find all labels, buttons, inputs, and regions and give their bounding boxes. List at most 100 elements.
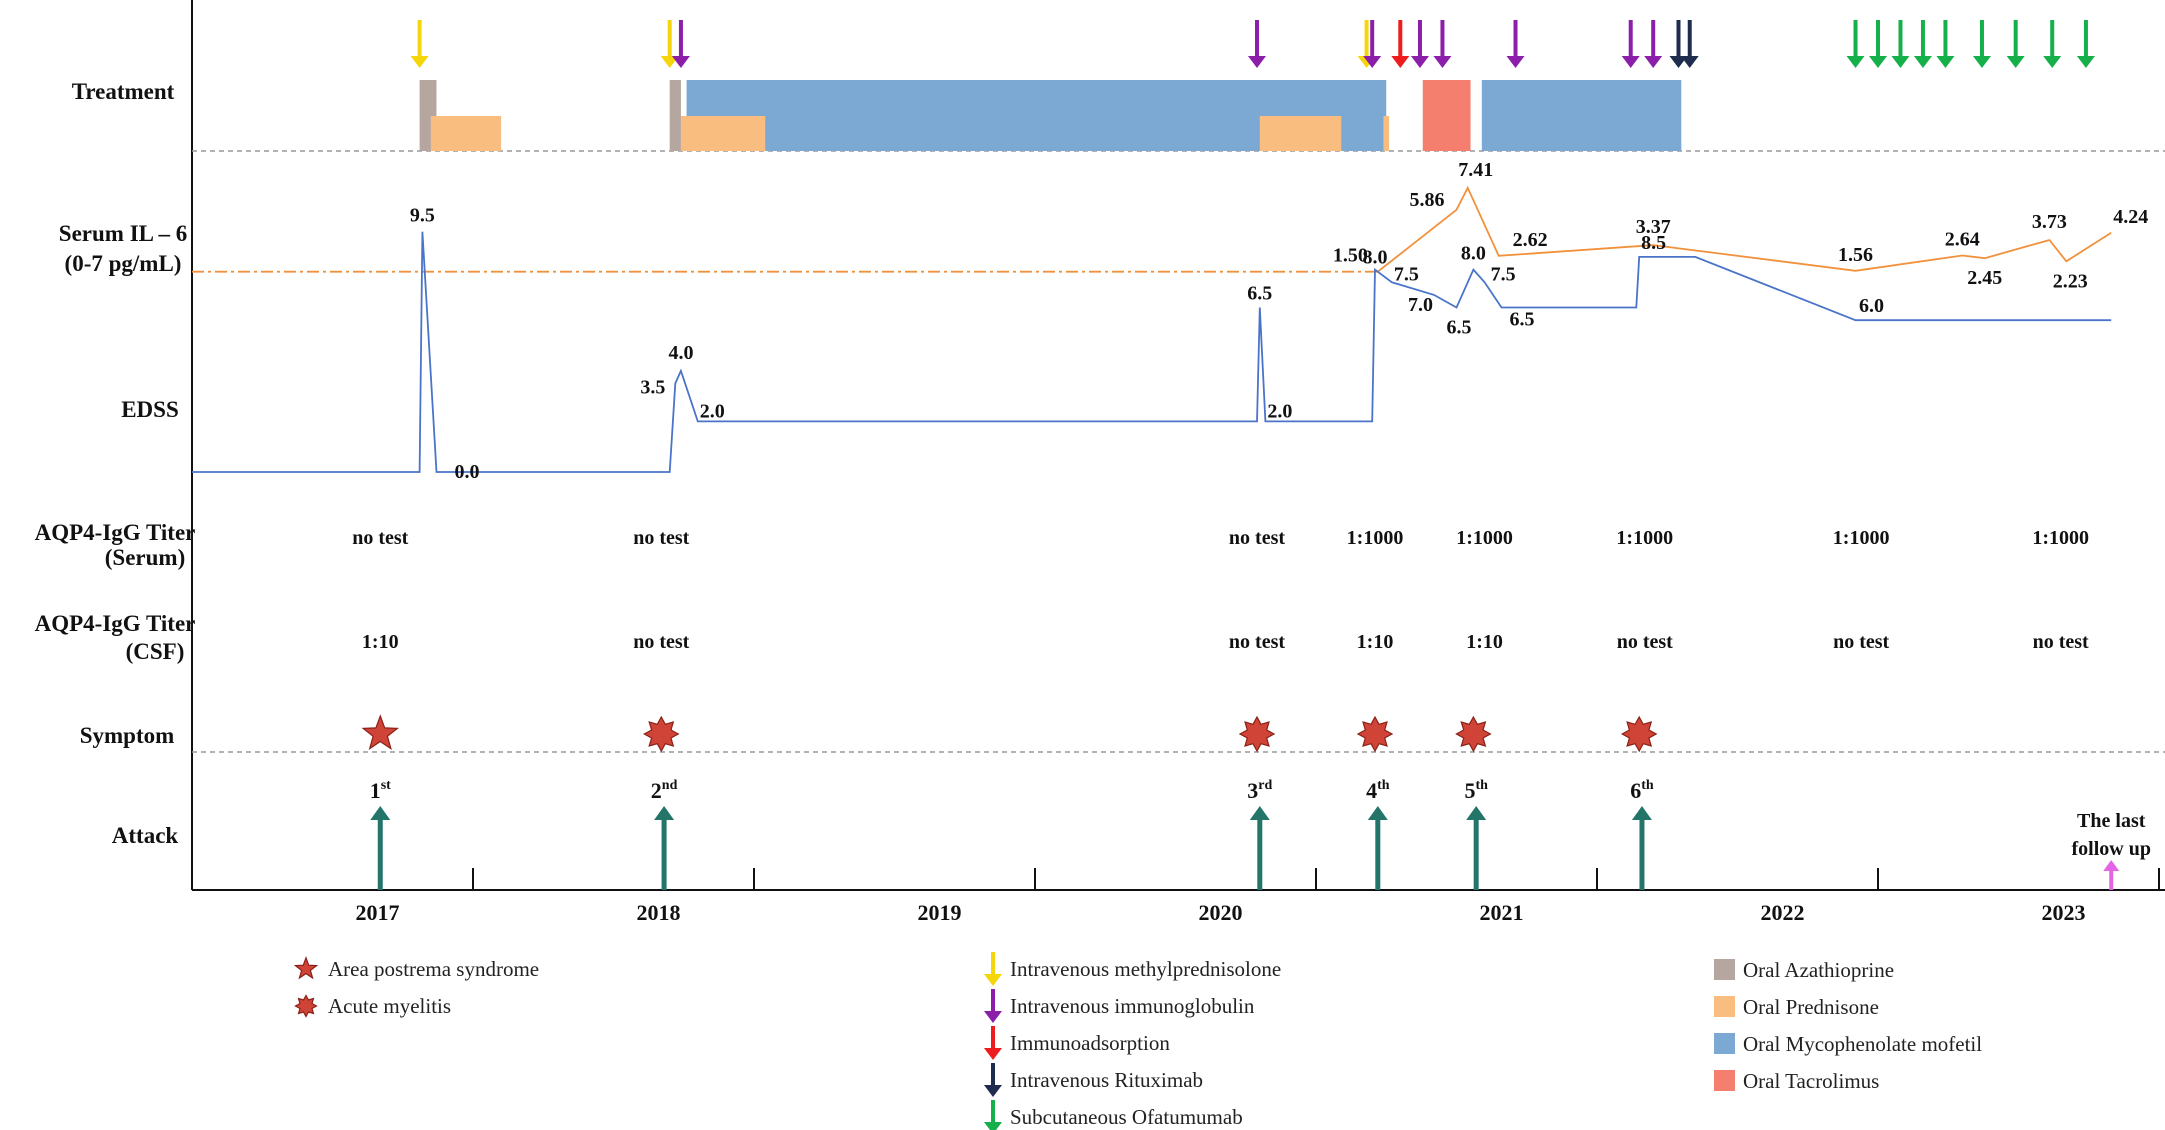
legend: Area postrema syndrome Acute myelitis Intr… [293, 952, 1982, 1130]
il6-value-label: 3.37 [1636, 216, 1671, 238]
acute-myelitis-marker [1356, 715, 1394, 753]
acute-myelitis-marker [1620, 715, 1658, 753]
il6-line [1377, 185, 2112, 273]
prednisone-bar [1383, 116, 1390, 151]
year-axis: 2017 2018 2019 2020 2021 2022 2023 [356, 868, 2160, 925]
treatment-arrows [410, 20, 2095, 68]
ofatumumab-arrow [1936, 20, 1955, 68]
il6-value-label: 1.50 [1333, 245, 1368, 267]
immunoglobulin-arrow [1410, 20, 1429, 68]
edss-value-label: 6.5 [1509, 309, 1534, 331]
attack-ordinal-number: 4 [1366, 778, 1377, 803]
legend-azathioprine-swatch [1714, 959, 1735, 980]
rituximab-arrow [1680, 20, 1699, 68]
mycophenolate-bar [1481, 80, 1682, 151]
aqp4-titer-values: no test no test no test 1:1000 1:1000 1:1000 1… [352, 527, 2089, 653]
legend-arrow-label: Intravenous methylprednisolone [1010, 957, 1281, 981]
attack-ordinal-label: 1st [370, 778, 391, 803]
attack-ordinal-number: 2 [651, 778, 662, 803]
ofatumumab-arrow [2043, 20, 2062, 68]
edss-value-label: 7.0 [1408, 294, 1433, 316]
attack-arrow [370, 806, 391, 890]
prednisone-bar [430, 116, 502, 151]
legend-bar-label: Oral Tacrolimus [1743, 1069, 1879, 1093]
legend-prednisone-swatch [1714, 996, 1735, 1017]
tacrolimus-bar [1422, 80, 1471, 151]
legend-symptom-label: Area postrema syndrome [328, 957, 539, 981]
legend-rituximab-arrow [984, 1063, 1002, 1097]
ofatumumab-arrow [1972, 20, 1991, 68]
row-label-aqp4-serum-line1: AQP4-IgG Titer [35, 520, 196, 545]
year-tick-label: 2023 [2042, 900, 2086, 925]
aqp4-serum-value: 1:1000 [1347, 527, 1404, 549]
aqp4-serum-value: 1:1000 [1456, 527, 1513, 549]
attack-ordinal-label: 6th [1630, 778, 1654, 803]
edss-value-label: 6.0 [1859, 295, 1884, 317]
edss-value-label: 9.5 [410, 205, 435, 227]
attack-arrow [1249, 806, 1270, 890]
immunoglobulin-arrow [671, 20, 690, 68]
attack-ordinal-suffix: st [381, 778, 391, 793]
attack-ordinal-label: 5th [1464, 778, 1488, 803]
il6-value-label: 7.41 [1458, 159, 1493, 181]
il6-value-label: 1.56 [1838, 244, 1873, 266]
legend-methylprednisolone-arrow [984, 952, 1002, 986]
year-tick-label: 2021 [1480, 900, 1524, 925]
edss-value-label: 8.0 [1461, 243, 1486, 265]
attack-arrow [654, 806, 675, 890]
row-label-attack: Attack [112, 823, 179, 848]
legend-arrow-label: Subcutaneous Ofatumumab [1010, 1105, 1243, 1129]
immunoadsorption-arrow [1391, 20, 1410, 68]
immunoglobulin-arrow [1433, 20, 1452, 68]
attack-ordinal-number: 5 [1464, 778, 1475, 803]
aqp4-csf-value: 1:10 [1357, 631, 1394, 653]
last-follow-up-arrow [2103, 860, 2120, 890]
immunoglobulin-arrow [1621, 20, 1640, 68]
legend-mycophenolate-swatch [1714, 1033, 1735, 1054]
row-label-edss: EDSS [121, 397, 179, 422]
il6-value-label: 2.62 [1513, 229, 1548, 251]
aqp4-csf-value: no test [1617, 631, 1673, 653]
edss-value-label: 6.5 [1447, 317, 1472, 339]
edss-value-label: 8.0 [1363, 247, 1388, 269]
legend-acute-myelitis-symbol [294, 994, 318, 1018]
legend-immunoadsorption-arrow [984, 1026, 1002, 1060]
aqp4-serum-value: 1:1000 [1616, 527, 1673, 549]
attack-ordinal-suffix: th [1641, 778, 1654, 793]
aqp4-serum-value: no test [352, 527, 408, 549]
immunoglobulin-arrow [1644, 20, 1663, 68]
attack-arrow [1466, 806, 1487, 890]
aqp4-serum-value: 1:1000 [1833, 527, 1890, 549]
row-label-il6-line1: Serum IL – 6 [59, 221, 187, 246]
legend-ofatumumab-arrow [984, 1100, 1002, 1130]
aqp4-csf-value: 1:10 [1466, 631, 1503, 653]
row-label-treatment: Treatment [72, 79, 175, 104]
edss-value-label: 7.5 [1394, 263, 1419, 285]
treatment-bars [419, 80, 1682, 151]
edss-value-label: 2.0 [700, 400, 725, 422]
row-label-aqp4-csf-line1: AQP4-IgG Titer [35, 611, 196, 636]
legend-tacrolimus-swatch [1714, 1070, 1735, 1091]
acute-myelitis-marker [1238, 715, 1276, 753]
edss-value-label: 0.0 [454, 461, 479, 483]
edss-value-label: 2.0 [1267, 400, 1292, 422]
legend-arrow-label: Intravenous Rituximab [1010, 1068, 1203, 1092]
aqp4-csf-value: no test [1229, 631, 1285, 653]
last-follow-up-label: follow up [2071, 838, 2150, 860]
il6-value-label: 5.86 [1410, 189, 1445, 211]
year-tick-label: 2017 [356, 900, 400, 925]
edss-value-label: 7.5 [1491, 263, 1516, 285]
il6-value-label: 4.24 [2113, 206, 2148, 228]
legend-bar-label: Oral Mycophenolate mofetil [1743, 1032, 1982, 1056]
aqp4-csf-value: no test [1833, 631, 1889, 653]
year-tick-label: 2018 [637, 900, 681, 925]
edss-value-label: 3.5 [640, 376, 665, 398]
attack-ordinal-number: 6 [1630, 778, 1641, 803]
attack-ordinal-number: 1 [370, 778, 381, 803]
legend-arrow-label: Immunoadsorption [1010, 1031, 1170, 1055]
symptom-markers [361, 714, 1658, 753]
attack-ordinal-number: 3 [1247, 778, 1258, 803]
attack-ordinal-label: 4th [1366, 778, 1390, 803]
legend-bar-label: Oral Prednisone [1743, 995, 1879, 1019]
edss-series: 9.50.03.54.02.06.52.08.07.57.06.58.07.56… [192, 205, 2112, 483]
